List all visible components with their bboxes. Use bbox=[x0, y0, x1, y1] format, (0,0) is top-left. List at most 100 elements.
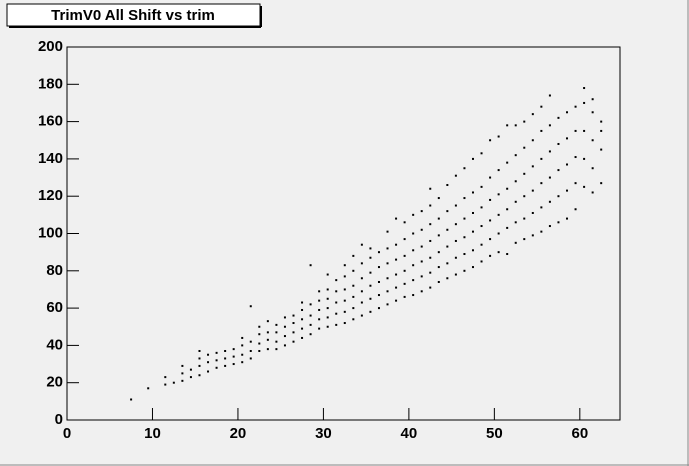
point bbox=[249, 349, 252, 352]
point bbox=[471, 157, 474, 160]
point bbox=[301, 308, 304, 311]
point bbox=[574, 182, 577, 185]
point bbox=[395, 217, 398, 220]
point bbox=[377, 294, 380, 297]
point bbox=[446, 277, 449, 280]
point bbox=[275, 340, 278, 343]
point bbox=[540, 206, 543, 209]
point bbox=[386, 230, 389, 233]
point bbox=[412, 232, 415, 235]
point bbox=[548, 200, 551, 203]
point bbox=[420, 210, 423, 213]
point bbox=[574, 105, 577, 108]
point bbox=[540, 129, 543, 132]
point bbox=[232, 355, 235, 358]
point bbox=[335, 301, 338, 304]
point bbox=[343, 322, 346, 325]
y-tick-label: 20 bbox=[46, 374, 63, 391]
point bbox=[369, 271, 372, 274]
point bbox=[540, 105, 543, 108]
point bbox=[369, 247, 372, 250]
point bbox=[548, 225, 551, 228]
point bbox=[480, 225, 483, 228]
point bbox=[548, 176, 551, 179]
point bbox=[198, 349, 201, 352]
point bbox=[454, 273, 457, 276]
point bbox=[224, 357, 227, 360]
point bbox=[369, 310, 372, 313]
point bbox=[395, 286, 398, 289]
point bbox=[506, 208, 509, 211]
point bbox=[514, 221, 517, 224]
point bbox=[480, 185, 483, 188]
point bbox=[429, 223, 432, 226]
y-tick-label: 120 bbox=[38, 187, 63, 204]
point bbox=[514, 124, 517, 127]
point bbox=[446, 245, 449, 248]
point bbox=[566, 217, 569, 220]
point bbox=[412, 279, 415, 282]
point bbox=[283, 325, 286, 328]
y-tick-label: 40 bbox=[46, 336, 63, 353]
point bbox=[566, 111, 569, 114]
point bbox=[566, 137, 569, 140]
point bbox=[266, 331, 269, 334]
point bbox=[471, 191, 474, 194]
point bbox=[574, 129, 577, 132]
y-tick-label: 80 bbox=[46, 262, 63, 279]
point bbox=[189, 368, 192, 371]
point bbox=[309, 333, 312, 336]
point bbox=[241, 353, 244, 356]
point bbox=[506, 226, 509, 229]
point bbox=[420, 245, 423, 248]
point bbox=[446, 262, 449, 265]
point bbox=[275, 323, 278, 326]
point bbox=[241, 336, 244, 339]
point bbox=[352, 307, 355, 310]
point bbox=[471, 266, 474, 269]
point bbox=[318, 327, 321, 330]
point bbox=[557, 116, 560, 119]
point bbox=[523, 172, 526, 175]
point bbox=[489, 139, 492, 142]
point bbox=[318, 308, 321, 311]
point bbox=[377, 280, 380, 283]
point bbox=[523, 195, 526, 198]
point bbox=[600, 148, 603, 151]
point bbox=[335, 290, 338, 293]
point bbox=[207, 361, 210, 364]
point bbox=[454, 223, 457, 226]
point bbox=[420, 228, 423, 231]
point bbox=[583, 157, 586, 160]
point bbox=[591, 191, 594, 194]
point bbox=[489, 198, 492, 201]
point bbox=[224, 364, 227, 367]
point bbox=[497, 169, 500, 172]
point bbox=[309, 303, 312, 306]
point bbox=[412, 213, 415, 216]
point bbox=[454, 239, 457, 242]
point bbox=[437, 234, 440, 237]
x-tick-label: 60 bbox=[571, 425, 588, 442]
point bbox=[283, 335, 286, 338]
chart-title: TrimV0 All Shift vs trim bbox=[51, 7, 215, 24]
point bbox=[343, 264, 346, 267]
point bbox=[352, 295, 355, 298]
point bbox=[326, 297, 329, 300]
point bbox=[360, 301, 363, 304]
point bbox=[266, 338, 269, 341]
point bbox=[540, 157, 543, 160]
point bbox=[360, 277, 363, 280]
point bbox=[249, 305, 252, 308]
point bbox=[463, 236, 466, 239]
point bbox=[386, 290, 389, 293]
point bbox=[283, 344, 286, 347]
point bbox=[181, 379, 184, 382]
point bbox=[266, 320, 269, 323]
point bbox=[412, 249, 415, 252]
point bbox=[241, 361, 244, 364]
point bbox=[172, 381, 175, 384]
point bbox=[429, 187, 432, 190]
point bbox=[395, 243, 398, 246]
